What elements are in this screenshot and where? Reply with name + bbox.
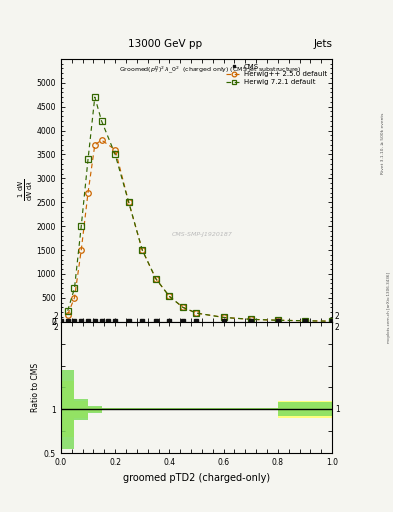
Herwig 7.2.1 default — [99, 118, 104, 124]
Herwig++ 2.5.0 default — [330, 318, 334, 324]
Herwig++ 2.5.0 default — [79, 247, 84, 253]
Bar — [88, 406, 101, 413]
Herwig++ 2.5.0 default — [194, 310, 199, 316]
Text: Jets: Jets — [313, 38, 332, 49]
Line: Herwig++ 2.5.0 default: Herwig++ 2.5.0 default — [65, 137, 335, 324]
Herwig 7.2.1 default — [72, 285, 77, 291]
Line: CMS: CMS — [59, 319, 334, 323]
Bar — [88, 407, 101, 412]
CMS — [113, 318, 118, 325]
CMS — [181, 318, 185, 325]
Herwig++ 2.5.0 default — [92, 142, 97, 148]
Bar — [61, 381, 75, 437]
CMS — [167, 318, 172, 325]
Herwig++ 2.5.0 default — [140, 247, 145, 253]
CMS — [330, 318, 334, 325]
Text: 2: 2 — [53, 312, 58, 321]
Herwig++ 2.5.0 default — [86, 189, 90, 196]
Y-axis label: Ratio to CMS: Ratio to CMS — [31, 363, 40, 412]
Herwig 7.2.1 default — [275, 317, 280, 324]
CMS — [86, 318, 90, 325]
CMS — [92, 318, 97, 325]
Herwig 7.2.1 default — [92, 94, 97, 100]
Text: 2: 2 — [335, 323, 340, 332]
Herwig++ 2.5.0 default — [126, 199, 131, 205]
Text: 1: 1 — [335, 405, 340, 414]
Text: $\frac{1}{\mathrm{d}N}\frac{\mathrm{d}N}{\mathrm{d}\lambda}$: $\frac{1}{\mathrm{d}N}\frac{\mathrm{d}N}… — [17, 179, 35, 201]
Text: 2: 2 — [53, 323, 58, 332]
CMS — [79, 318, 84, 325]
CMS — [153, 318, 158, 325]
Herwig 7.2.1 default — [140, 247, 145, 253]
Text: CMS-SMP-J1920187: CMS-SMP-J1920187 — [171, 232, 232, 238]
CMS — [72, 318, 77, 325]
CMS — [59, 318, 63, 325]
Bar — [278, 402, 332, 416]
Herwig 7.2.1 default — [86, 156, 90, 162]
Text: mcplots.cern.ch [arXiv:1306.3436]: mcplots.cern.ch [arXiv:1306.3436] — [387, 272, 391, 343]
X-axis label: groomed pTD2 (charged-only): groomed pTD2 (charged-only) — [123, 473, 270, 482]
CMS — [126, 318, 131, 325]
Herwig++ 2.5.0 default — [72, 295, 77, 301]
Bar — [61, 370, 75, 449]
Bar — [264, 409, 278, 410]
Herwig++ 2.5.0 default — [303, 317, 307, 324]
CMS — [303, 318, 307, 325]
Herwig++ 2.5.0 default — [181, 304, 185, 310]
Legend: CMS, Herwig++ 2.5.0 default, Herwig 7.2.1 default: CMS, Herwig++ 2.5.0 default, Herwig 7.2.… — [225, 62, 329, 87]
Herwig++ 2.5.0 default — [113, 146, 118, 153]
Herwig++ 2.5.0 default — [275, 317, 280, 324]
Herwig++ 2.5.0 default — [167, 293, 172, 300]
Herwig 7.2.1 default — [221, 314, 226, 321]
CMS — [65, 318, 70, 325]
CMS — [194, 318, 199, 325]
Line: Herwig 7.2.1 default: Herwig 7.2.1 default — [65, 94, 335, 324]
Herwig 7.2.1 default — [248, 316, 253, 323]
Bar — [264, 409, 278, 410]
Text: Groomed$(p_T^D)^2\,\lambda\_0^2$  (charged only) (CMS jet substructure): Groomed$(p_T^D)^2\,\lambda\_0^2$ (charge… — [119, 64, 301, 75]
Bar — [75, 399, 88, 420]
Herwig 7.2.1 default — [153, 275, 158, 282]
Herwig 7.2.1 default — [65, 308, 70, 314]
CMS — [99, 318, 104, 325]
Herwig 7.2.1 default — [303, 317, 307, 324]
CMS — [140, 318, 145, 325]
Herwig 7.2.1 default — [167, 293, 172, 300]
Bar — [75, 400, 88, 418]
Bar — [101, 409, 264, 410]
Text: 13000 GeV pp: 13000 GeV pp — [128, 38, 202, 49]
Herwig++ 2.5.0 default — [65, 311, 70, 317]
Herwig++ 2.5.0 default — [221, 314, 226, 321]
CMS — [221, 318, 226, 325]
Herwig 7.2.1 default — [113, 152, 118, 158]
Herwig++ 2.5.0 default — [99, 137, 104, 143]
Herwig 7.2.1 default — [181, 304, 185, 310]
Herwig 7.2.1 default — [79, 223, 84, 229]
Text: 2: 2 — [335, 312, 340, 321]
Herwig++ 2.5.0 default — [153, 275, 158, 282]
CMS — [106, 318, 111, 325]
Herwig++ 2.5.0 default — [248, 316, 253, 323]
Text: Rivet 3.1.10, ≥ 500k events: Rivet 3.1.10, ≥ 500k events — [381, 113, 385, 174]
Herwig 7.2.1 default — [194, 310, 199, 316]
CMS — [248, 318, 253, 325]
Herwig 7.2.1 default — [126, 199, 131, 205]
Bar — [278, 400, 332, 418]
Herwig 7.2.1 default — [330, 318, 334, 324]
Bar — [101, 409, 264, 410]
CMS — [275, 318, 280, 325]
